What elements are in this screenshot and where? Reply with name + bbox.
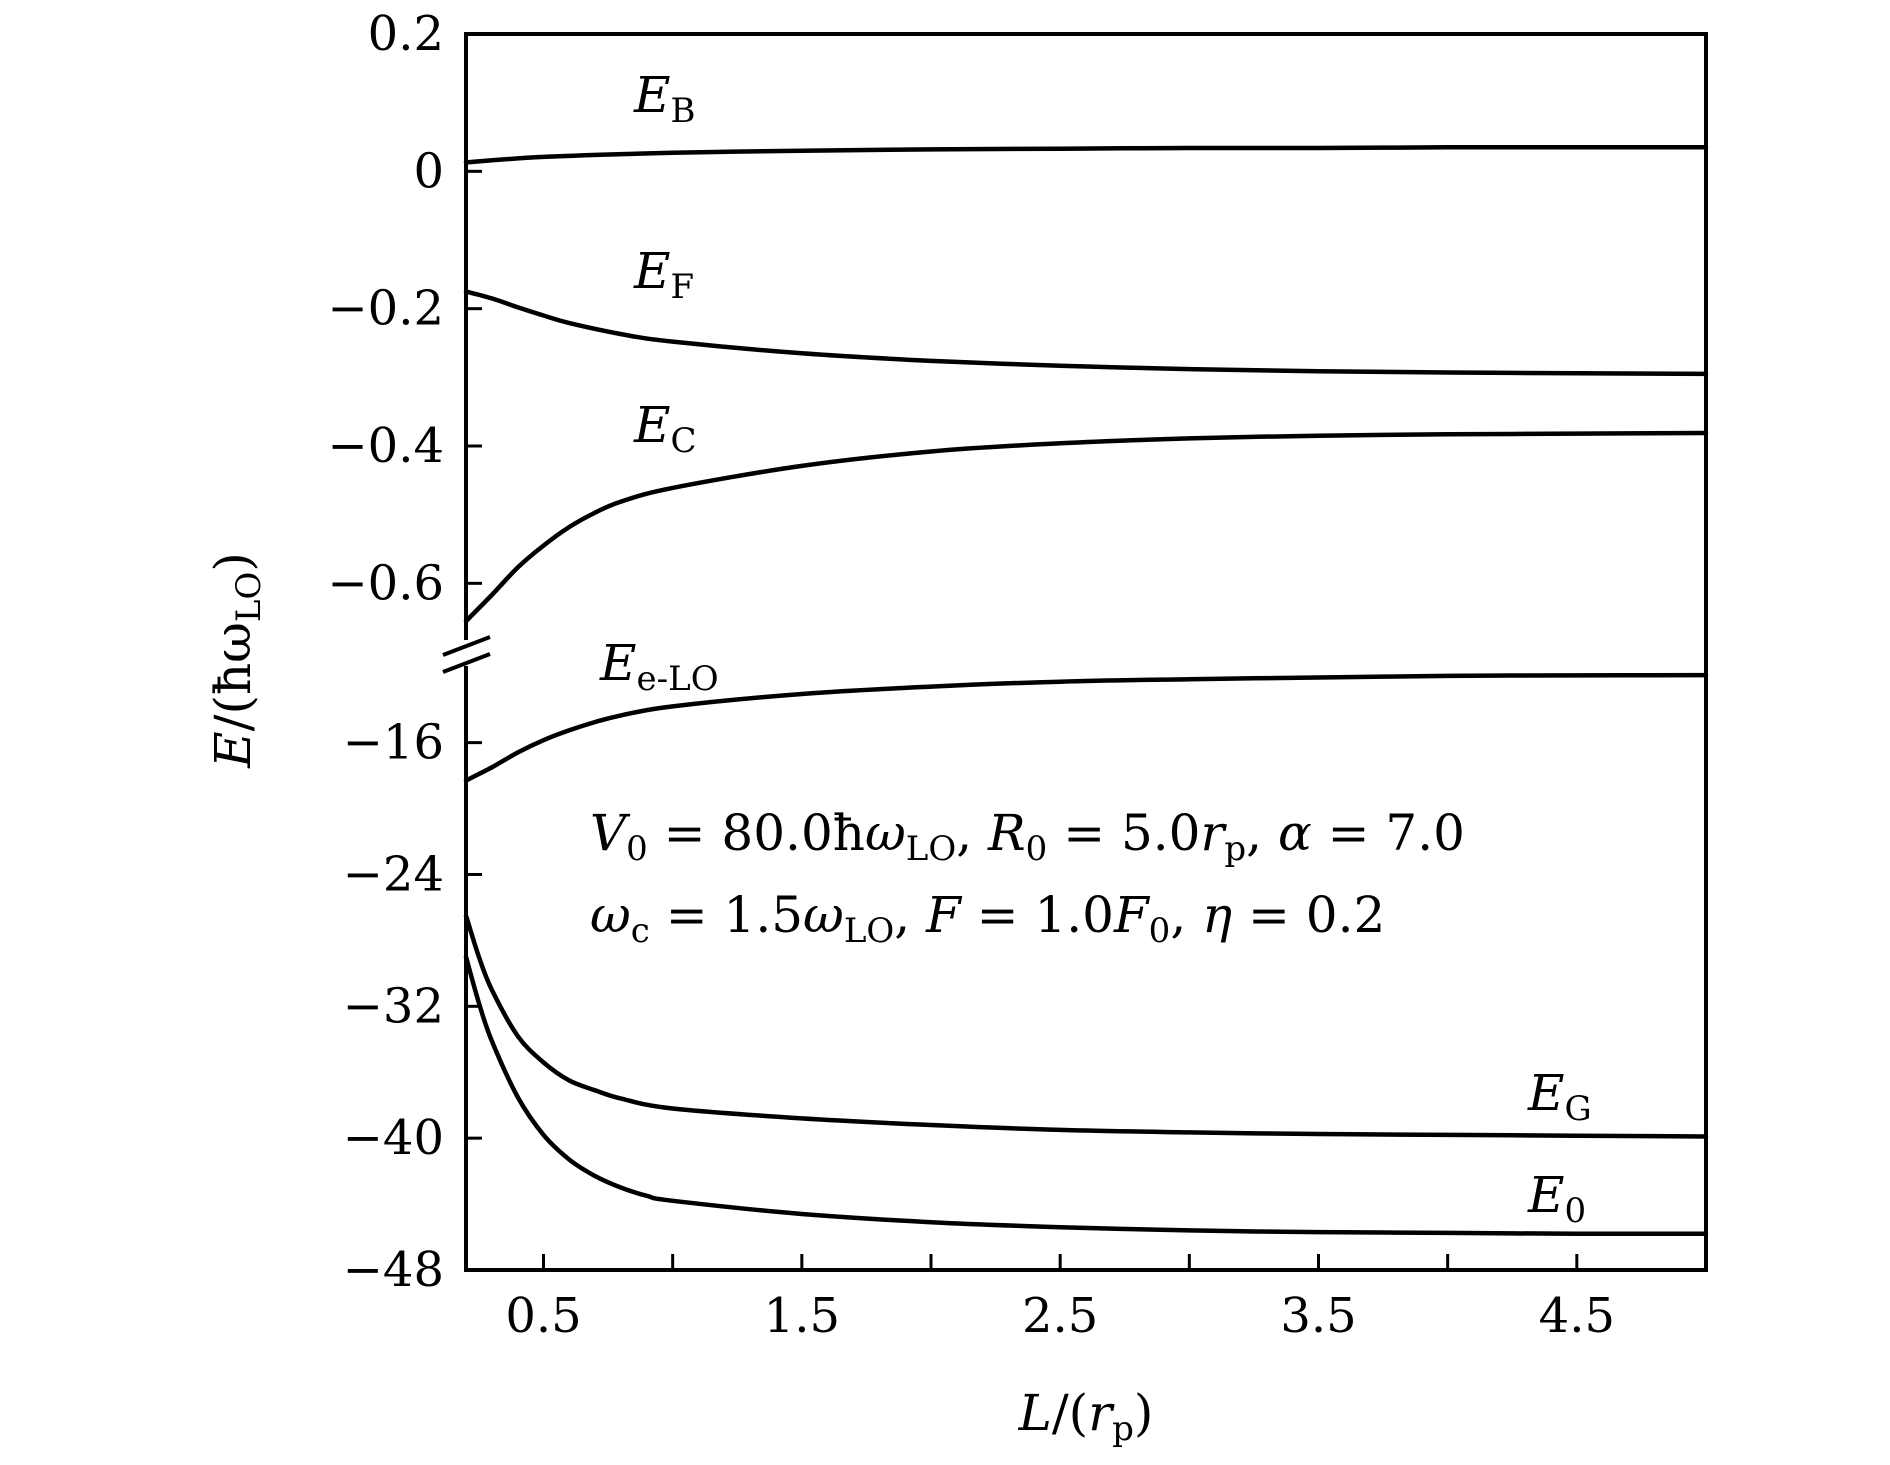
plot-frame — [464, 32, 1708, 1272]
param-line-1: V0 = 80.0ħωLO, R0 = 5.0rp, α = 7.0 — [590, 804, 1465, 869]
x-tick-label: 2.5 — [1022, 1288, 1098, 1344]
curve-label-e-e-lo: Ee-LO — [599, 634, 719, 699]
series-line-e-b — [463, 145, 1709, 165]
y-tick-label: −0.6 — [327, 555, 444, 611]
axis-break-mark — [438, 635, 496, 674]
curve-label-e-c: EC — [633, 396, 697, 461]
y-tick-label: −48 — [343, 1242, 444, 1298]
series-line-e-g — [463, 913, 1709, 1139]
x-tick-label: 1.5 — [764, 1288, 840, 1344]
y-tick-label: −40 — [343, 1110, 444, 1166]
y-tick-label: 0.2 — [368, 6, 444, 62]
curve-label-e-b: EB — [633, 66, 696, 131]
y-tick-label: −32 — [343, 978, 444, 1034]
y-tick-label: −0.2 — [327, 281, 444, 337]
x-tick-label: 3.5 — [1280, 1288, 1356, 1344]
series-line-e-c — [463, 430, 1709, 624]
tick-labels: 0.5 1.5 2.5 3.5 4.5 0.2 0 −0.2 −0.4 −0.6 −16 −24 −32… — [327, 6, 1615, 1344]
x-tick-label: 4.5 — [1539, 1288, 1615, 1344]
y-tick-label: −0.4 — [327, 418, 444, 474]
y-tick-label: 0 — [413, 143, 444, 199]
series-line-e-0 — [463, 954, 1709, 1237]
x-axis-title: L/(rp) — [1018, 1384, 1154, 1449]
axis-break-line-1 — [442, 635, 491, 657]
curves — [463, 145, 1709, 1237]
y-tick-label: −24 — [343, 846, 444, 902]
series-line-e-e-lo — [463, 672, 1709, 783]
curve-label-e-0: E0 — [1527, 1166, 1586, 1231]
curve-label-e-g: EG — [1527, 1064, 1592, 1129]
y-axis-title: E/(ħωLO) — [204, 552, 269, 769]
y-tick-label: −16 — [343, 715, 444, 771]
series-line-e-f — [463, 289, 1709, 377]
curve-label-e-f: EF — [633, 242, 694, 307]
curve-labels: EB EF EC Ee-LO EG E0 — [599, 66, 1592, 1231]
tick-marks — [466, 32, 1579, 1272]
axis-break-line-2 — [442, 652, 491, 674]
x-tick-label: 0.5 — [505, 1288, 581, 1344]
param-line-2: ωc = 1.5ωLO, F = 1.0F0, η = 0.2 — [590, 886, 1385, 951]
